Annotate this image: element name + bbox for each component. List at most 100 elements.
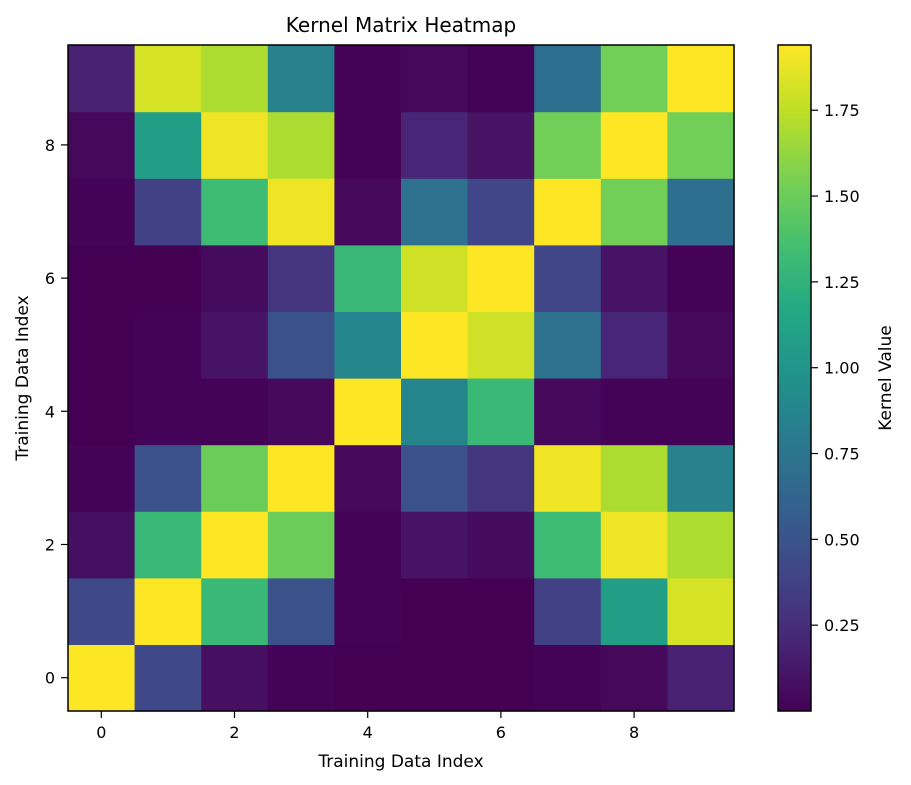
- heatmap-cell: [534, 111, 602, 179]
- heatmap-cell: [134, 244, 202, 312]
- heatmap-cell: [667, 577, 735, 645]
- heatmap-cell: [334, 244, 402, 312]
- heatmap-cell: [267, 178, 335, 246]
- y-tick-label: 4: [45, 402, 55, 421]
- heatmap-cell: [134, 111, 202, 179]
- heatmap-cell: [401, 311, 469, 379]
- heatmap-cell: [201, 511, 269, 579]
- y-tick-label: 6: [45, 269, 55, 288]
- heatmap-cell: [534, 178, 602, 246]
- heatmap-cell: [68, 244, 136, 312]
- heatmap-cell: [134, 444, 202, 512]
- y-axis-ticks: 0 2 4 6 8: [45, 136, 68, 688]
- heatmap-cell: [600, 444, 668, 512]
- heatmap-cell: [267, 644, 335, 712]
- heatmap-cell: [267, 45, 335, 113]
- y-tick-label: 0: [45, 669, 55, 688]
- heatmap-cell: [334, 45, 402, 113]
- heatmap-cell: [68, 511, 136, 579]
- heatmap-cell: [467, 244, 535, 312]
- x-tick-label: 2: [229, 723, 239, 742]
- heatmap-cell: [201, 644, 269, 712]
- heatmap-cell: [201, 244, 269, 312]
- heatmap-cell: [134, 511, 202, 579]
- heatmap-cell: [134, 311, 202, 379]
- heatmap-cell: [401, 111, 469, 179]
- heatmap-cell: [534, 511, 602, 579]
- heatmap-cell: [68, 311, 136, 379]
- heatmap-cell: [201, 378, 269, 446]
- heatmap-cell: [201, 178, 269, 246]
- heatmap-cell: [134, 644, 202, 712]
- heatmap-cell: [534, 311, 602, 379]
- heatmap-cell: [134, 577, 202, 645]
- heatmap-cell: [201, 577, 269, 645]
- heatmap-cell: [467, 178, 535, 246]
- heatmap-cell: [68, 444, 136, 512]
- y-tick-label: 8: [45, 136, 55, 155]
- heatmap-cell: [467, 644, 535, 712]
- heatmap-cell: [667, 178, 735, 246]
- heatmap-cell: [334, 311, 402, 379]
- heatmap-cell: [68, 45, 136, 113]
- heatmap-cell: [600, 644, 668, 712]
- y-axis-label: Training Data Index: [13, 295, 33, 461]
- heatmap-cell: [68, 644, 136, 712]
- heatmap-cell: [334, 511, 402, 579]
- colorbar-tick-label: 0.75: [824, 445, 860, 464]
- x-tick-label: 0: [96, 723, 106, 742]
- colorbar-tick-label: 1.50: [824, 187, 860, 206]
- heatmap-cell: [334, 378, 402, 446]
- colorbar: [777, 44, 812, 712]
- heatmap-cell: [467, 45, 535, 113]
- heatmap-cell: [534, 577, 602, 645]
- heatmap-cell: [667, 378, 735, 446]
- heatmap-cell: [467, 378, 535, 446]
- heatmap-cell: [600, 45, 668, 113]
- heatmap-cell: [467, 577, 535, 645]
- heatmap-cell: [334, 444, 402, 512]
- heatmap-cell: [267, 244, 335, 312]
- heatmap-cell: [667, 45, 735, 113]
- heatmap-cell: [534, 45, 602, 113]
- heatmap-cell: [534, 378, 602, 446]
- heatmap-cell: [401, 244, 469, 312]
- x-axis-ticks: 0 2 4 6 8: [96, 711, 639, 742]
- heatmap-cell: [267, 444, 335, 512]
- heatmap-cells: [68, 45, 735, 712]
- heatmap-cell: [134, 45, 202, 113]
- heatmap-cell: [267, 511, 335, 579]
- heatmap-cell: [667, 511, 735, 579]
- heatmap-cell: [134, 378, 202, 446]
- heatmap-cell: [600, 378, 668, 446]
- heatmap-cell: [667, 644, 735, 712]
- heatmap-cell: [401, 577, 469, 645]
- heatmap-cell: [201, 45, 269, 113]
- heatmap-cell: [667, 444, 735, 512]
- heatmap-cell: [267, 378, 335, 446]
- heatmap-cell: [600, 178, 668, 246]
- x-tick-label: 4: [363, 723, 373, 742]
- heatmap-cell: [600, 111, 668, 179]
- heatmap-cell: [534, 444, 602, 512]
- heatmap-cell: [68, 178, 136, 246]
- x-tick-label: 8: [629, 723, 639, 742]
- heatmap-cell: [467, 111, 535, 179]
- heatmap-cell: [600, 511, 668, 579]
- colorbar-label: Kernel Value: [876, 325, 896, 431]
- colorbar-tick-label: 0.25: [824, 616, 860, 635]
- heatmap-cell: [267, 311, 335, 379]
- heatmap-cell: [467, 311, 535, 379]
- heatmap-cell: [401, 444, 469, 512]
- heatmap-cell: [534, 644, 602, 712]
- heatmap-cell: [334, 644, 402, 712]
- x-axis-label: Training Data Index: [317, 752, 483, 772]
- x-tick-label: 6: [496, 723, 506, 742]
- heatmap-cell: [467, 511, 535, 579]
- heatmap-cell: [201, 444, 269, 512]
- colorbar-tick-label: 1.75: [824, 101, 860, 120]
- heatmap-cell: [401, 45, 469, 113]
- colorbar-ticks: 0.25 0.50 0.75 1.00 1.25 1.50 1.75: [811, 101, 860, 635]
- chart-title: Kernel Matrix Heatmap: [286, 13, 516, 37]
